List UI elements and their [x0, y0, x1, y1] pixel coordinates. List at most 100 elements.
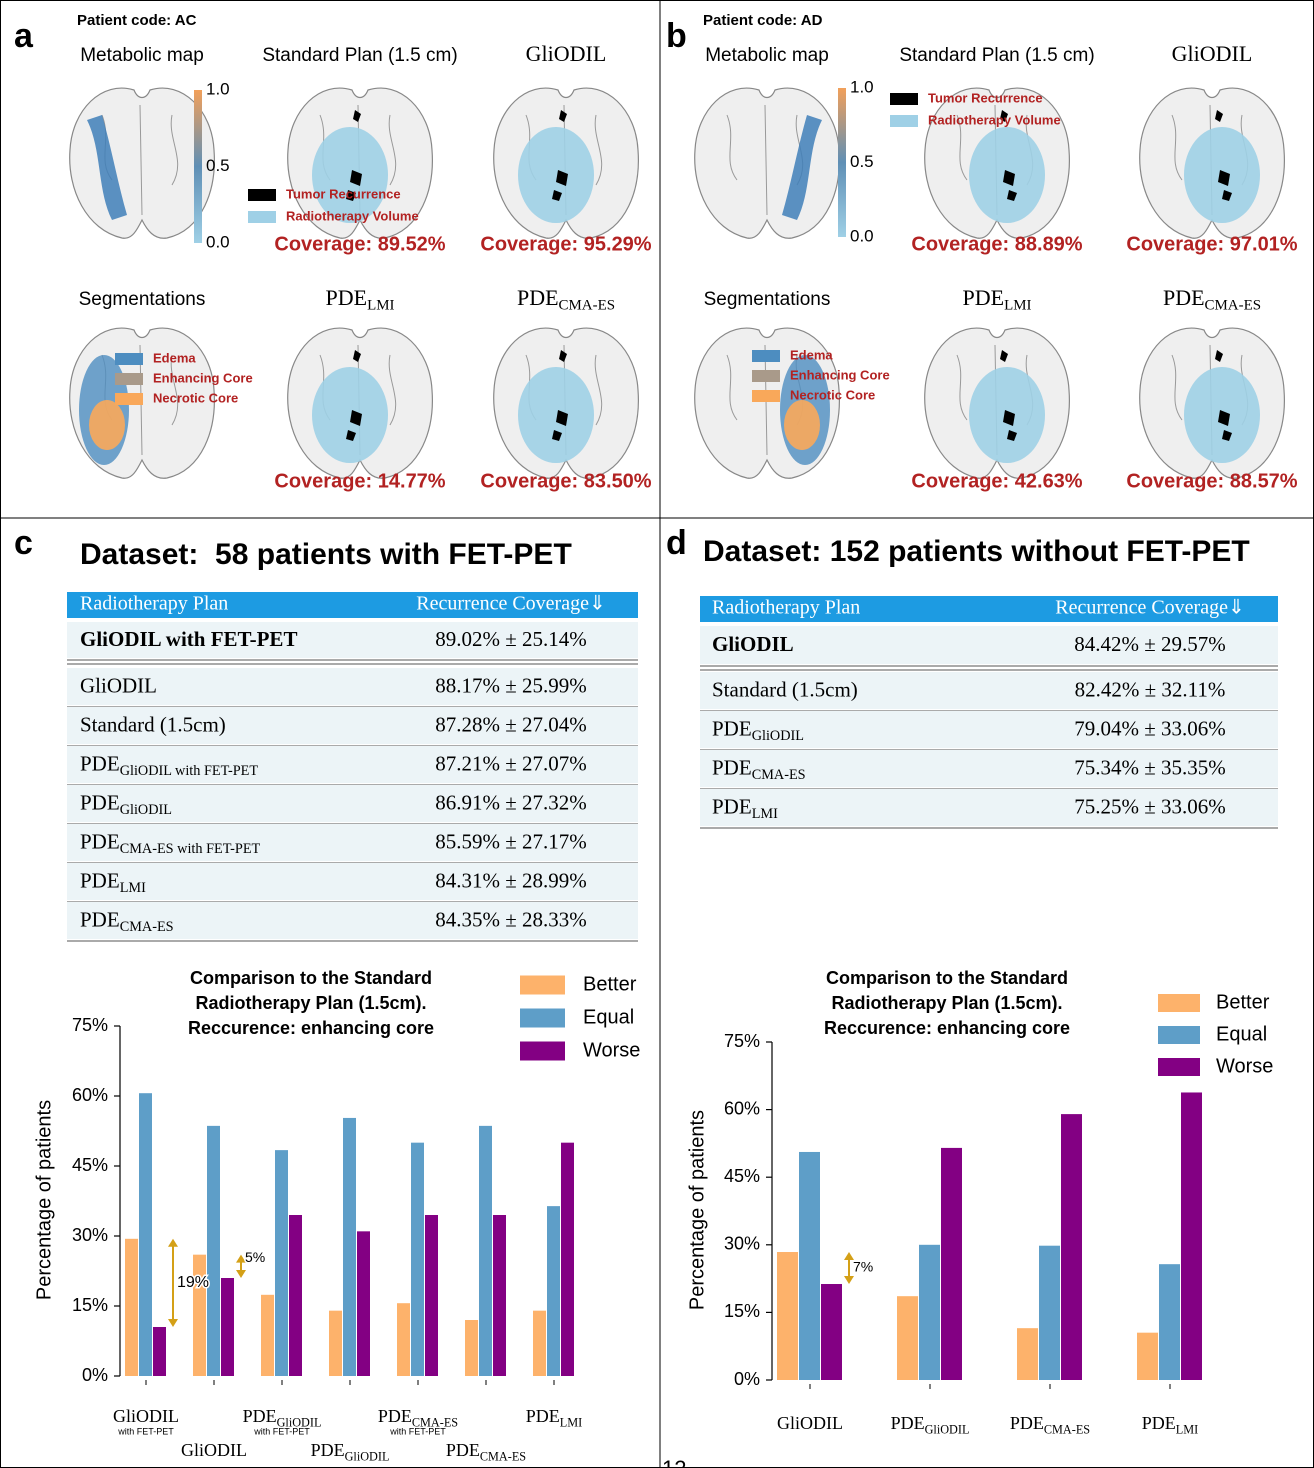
x-tick-note: with FET-PET	[253, 1426, 310, 1436]
method-cell-sub: CMA-ES	[752, 767, 806, 783]
header-cell: Recurrence Coverage⇓	[416, 593, 605, 615]
legend-swatch	[752, 390, 780, 402]
method-cell-main: GliODIL with FET-PET	[80, 627, 297, 651]
x-tick-label: GliODIL	[181, 1440, 247, 1460]
brain-image	[924, 87, 1070, 239]
coverage: Coverage: 83.50%	[480, 470, 651, 492]
x-tick-label-main: PDE	[243, 1406, 277, 1426]
x-tick-label-sub: CMA-ES	[1044, 1422, 1090, 1436]
legend-swatch	[752, 350, 780, 362]
brain-outline	[69, 87, 215, 239]
y-tick-label: 60%	[724, 1098, 760, 1118]
legend-label: Tumor Recurrence	[286, 186, 401, 201]
dataset-title: Dataset: 152 patients without FET-PET	[703, 535, 1250, 568]
arrow-head	[236, 1254, 246, 1278]
method-cell: PDELMI	[712, 794, 778, 822]
method-cell: GliODIL with FET-PET	[80, 627, 297, 651]
coverage-cell: 79.04% ± 33.06%	[1074, 716, 1226, 740]
table-row	[67, 863, 638, 900]
table-row	[67, 785, 638, 822]
image-title-main: PDE	[963, 285, 1005, 310]
bar	[799, 1151, 820, 1380]
image-title-main: Standard Plan (1.5 cm)	[262, 45, 457, 66]
tumor-recurrence	[346, 110, 362, 201]
bar	[493, 1215, 506, 1376]
method-cell-main: PDE	[712, 794, 752, 818]
y-tick-label: 15%	[72, 1295, 108, 1315]
brain-image	[1139, 87, 1285, 239]
bar	[397, 1303, 410, 1376]
metabolic-region	[782, 115, 822, 220]
image-title: PDECMA-ES	[517, 285, 615, 314]
coverage-cell: 88.17% ± 25.99%	[435, 673, 587, 697]
image-title: Segmentations	[704, 289, 831, 310]
image-title: PDECMA-ES	[1163, 285, 1261, 314]
x-tick-label-main: PDE	[378, 1406, 412, 1426]
chart-title: Reccurence: enhancing core	[824, 1018, 1070, 1038]
method-cell-main: PDE	[80, 829, 120, 853]
bar	[1061, 1114, 1082, 1380]
tumor-recurrence	[346, 350, 362, 441]
image-title: Metabolic map	[705, 45, 829, 66]
bar	[275, 1150, 288, 1376]
metabolic-region	[87, 115, 127, 220]
x-tick-label-main: PDE	[311, 1440, 345, 1460]
brain-image	[493, 327, 639, 479]
bar	[125, 1238, 138, 1376]
coverage-cell: 82.42% ± 32.11%	[1075, 677, 1226, 701]
method-cell-main: PDE	[80, 751, 120, 775]
image-title-main: Segmentations	[704, 289, 831, 310]
x-tick-label-main: GliODIL	[181, 1440, 247, 1460]
x-tick-label: PDECMA-ES	[1010, 1413, 1090, 1436]
panel-letter: d	[666, 524, 687, 562]
image-title-main: GliODIL	[1172, 41, 1253, 66]
table-row	[67, 707, 638, 744]
image-title: GliODIL	[1172, 41, 1253, 66]
bar	[465, 1320, 478, 1376]
bar	[411, 1142, 424, 1376]
header-cell: Radiotherapy Plan	[80, 593, 228, 615]
method-cell: PDEGliODIL	[80, 790, 172, 818]
method-cell-main: PDE	[80, 790, 120, 814]
tumor-recurrence	[552, 350, 568, 441]
panel-letter: a	[14, 17, 34, 55]
x-tick-label-main: PDE	[1010, 1413, 1044, 1433]
x-tick-note: with FET-PET	[389, 1426, 446, 1436]
x-tick-label-sub: LMI	[560, 1415, 582, 1429]
method-cell-sub: CMA-ES	[120, 919, 174, 935]
bar	[1137, 1332, 1158, 1380]
bar	[1039, 1245, 1060, 1380]
bar	[425, 1215, 438, 1376]
legend-swatch	[248, 189, 276, 201]
method-cell: PDECMA-ES with FET-PET	[80, 829, 261, 857]
x-tick-label-main: PDE	[891, 1413, 925, 1433]
x-tick-label: PDECMA-ES	[446, 1440, 526, 1463]
x-tick-label: GliODIL	[113, 1406, 179, 1426]
chart-title: Comparison to the Standard	[190, 968, 432, 988]
core-region	[89, 400, 125, 450]
colorbar-tick: 1.0	[850, 77, 874, 96]
legend-label: Worse	[1216, 1055, 1273, 1077]
legend-label: Radiotherapy Volume	[286, 208, 419, 223]
legend-swatch	[1158, 1058, 1200, 1076]
tumor-recurrence	[1215, 350, 1232, 441]
method-cell: PDEGliODIL with FET-PET	[80, 751, 258, 779]
table-row	[700, 750, 1278, 787]
x-tick-label: PDECMA-ES	[378, 1406, 458, 1429]
bar	[153, 1327, 166, 1376]
coverage: Coverage: 97.01%	[1126, 233, 1297, 255]
image-title-main: Segmentations	[79, 289, 206, 310]
tumor-recurrence	[1215, 110, 1232, 201]
y-tick-label: 0%	[82, 1365, 108, 1385]
legend-swatch	[520, 1041, 565, 1061]
table-row	[67, 622, 638, 658]
y-axis-label: Percentage of patients	[33, 1100, 55, 1300]
image-title-sub: LMI	[1004, 298, 1031, 314]
method-cell-sub: GliODIL with FET-PET	[120, 763, 259, 779]
radiotherapy-volume	[518, 127, 594, 223]
legend-label: Equal	[1216, 1023, 1267, 1045]
table-row	[67, 824, 638, 861]
x-tick-label-main: PDE	[526, 1406, 560, 1426]
legend-label: Necrotic Core	[153, 390, 238, 405]
